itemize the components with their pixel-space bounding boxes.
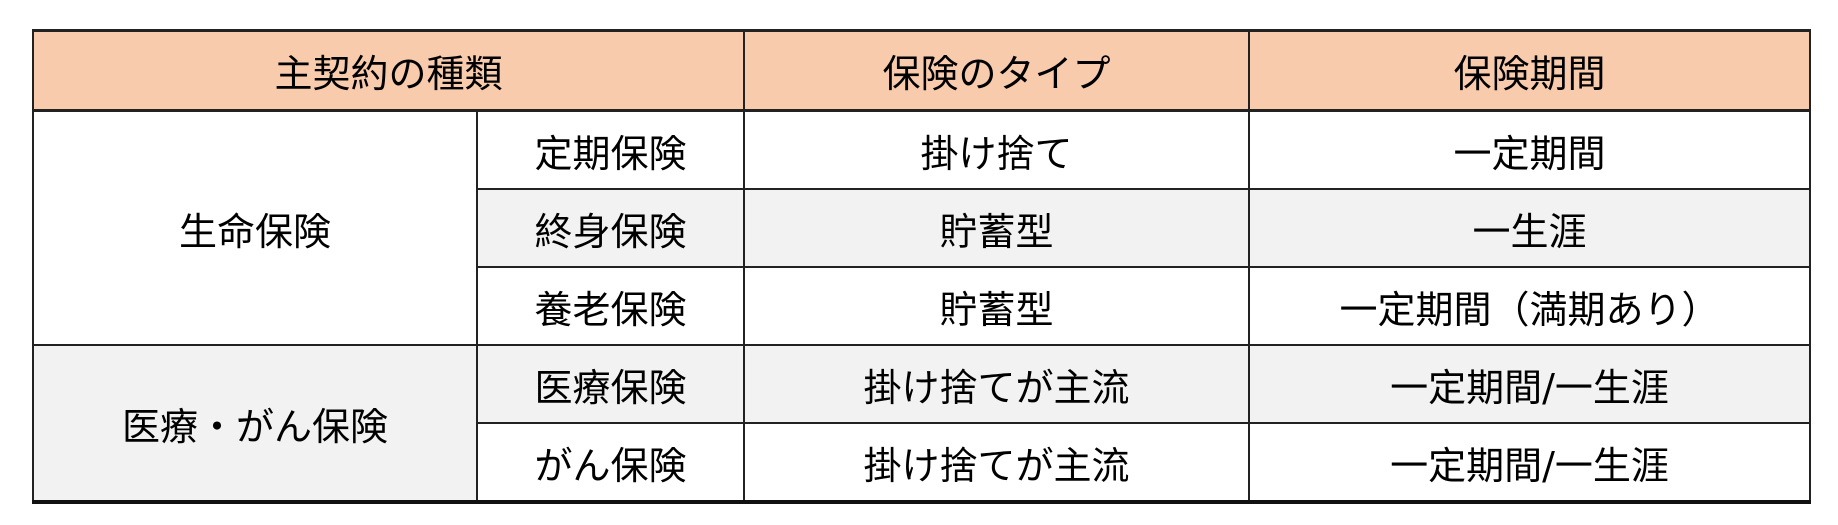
group-label: 医療・がん保険	[32, 344, 478, 504]
insurance-type: 掛け捨てが主流	[743, 422, 1251, 504]
insurance-type: 掛け捨て	[743, 109, 1251, 190]
header-type: 保険のタイプ	[743, 29, 1251, 112]
insurance-period: 一定期間/一生涯	[1248, 422, 1811, 504]
insurance-period: 一定期間	[1248, 109, 1811, 190]
header-period: 保険期間	[1248, 29, 1811, 112]
header-row: 主契約の種類 保険のタイプ 保険期間	[31, 29, 1811, 112]
table-row: 養老保険 貯蓄型 一定期間（満期あり）	[33, 266, 1811, 346]
table-row: 生命保険 定期保険 掛け捨て 一定期間	[32, 109, 1811, 346]
insurance-name: 終身保険	[475, 188, 746, 268]
table-row: 終身保険 貯蓄型 一生涯	[33, 188, 1811, 268]
insurance-name: がん保険	[475, 422, 746, 504]
insurance-period: 一定期間/一生涯	[1248, 344, 1811, 424]
insurance-comparison-table: 主契約の種類 保険のタイプ 保険期間 生命保険 定期保険 掛け捨て 一定期間 終…	[31, 29, 1811, 504]
insurance-type: 貯蓄型	[743, 188, 1251, 268]
table-row: 医療・がん保険 医療保険 掛け捨てが主流 一定期間/一生涯	[32, 344, 1811, 504]
header-kind: 主契約の種類	[31, 29, 746, 112]
table-row: がん保険 掛け捨てが主流 一定期間/一生涯	[33, 422, 1811, 504]
insurance-name: 医療保険	[475, 344, 746, 424]
group-label: 生命保険	[32, 109, 478, 346]
insurance-type: 掛け捨てが主流	[743, 344, 1251, 424]
insurance-name: 養老保険	[475, 266, 746, 346]
insurance-period: 一定期間（満期あり）	[1248, 266, 1811, 346]
insurance-name: 定期保険	[475, 109, 746, 190]
insurance-type: 貯蓄型	[743, 266, 1251, 346]
insurance-period: 一生涯	[1248, 188, 1811, 268]
